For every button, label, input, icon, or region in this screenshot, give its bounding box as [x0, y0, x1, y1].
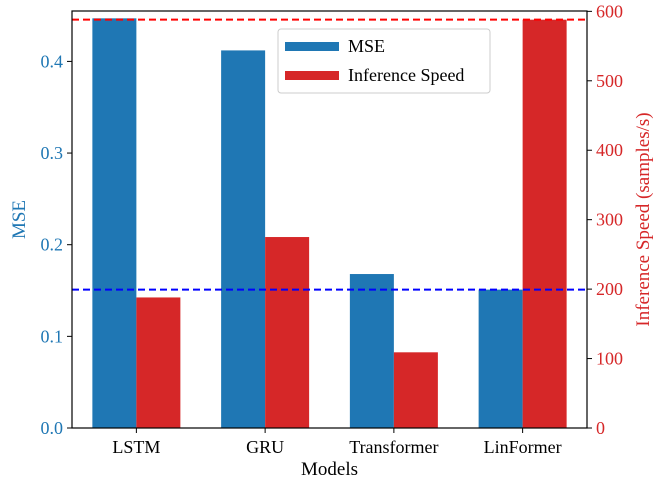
x-tick-label-linformer: LinFormer [484, 437, 562, 457]
speed-bar-gru [265, 237, 310, 428]
speed-bar-lstm [136, 297, 181, 428]
mse-bar-transformer [349, 274, 394, 428]
left-tick-label: 0.1 [41, 326, 64, 346]
legend-label: Inference Speed [348, 65, 464, 85]
right-tick-label: 300 [596, 210, 623, 230]
left-tick-label: 0.4 [41, 51, 64, 71]
left-tick-label: 0.2 [41, 235, 64, 255]
right-tick-label: 600 [596, 1, 623, 21]
right-tick-label: 200 [596, 279, 623, 299]
mse-bar-linformer [478, 289, 523, 428]
left-tick-label: 0.3 [41, 143, 64, 163]
left-axis-title: MSE [9, 200, 30, 239]
x-tick-label-transformer: Transformer [349, 437, 438, 457]
right-tick-label: 400 [596, 140, 623, 160]
x-axis-title: Models [301, 459, 358, 480]
legend-swatch [285, 71, 339, 80]
x-tick-label-lstm: LSTM [112, 437, 160, 457]
right-axis-title: Inference Speed (samples/s) [633, 112, 654, 326]
legend-label: MSE [348, 36, 385, 56]
x-tick-label-gru: GRU [246, 437, 284, 457]
speed-bar-linformer [522, 19, 567, 428]
right-tick-label: 500 [596, 71, 623, 91]
mse-bar-gru [221, 50, 266, 429]
plot-area: 0.0 0.1 0.2 0.3 0.4 0 100 200 300 400 500 600 LSTM GR… [9, 1, 654, 480]
right-tick-label: 0 [596, 418, 605, 438]
right-tick-label: 100 [596, 349, 623, 369]
speed-bar-transformer [393, 352, 438, 428]
left-tick-label: 0.0 [41, 418, 64, 438]
mse-bar-lstm [92, 18, 137, 428]
legend-swatch [285, 42, 339, 51]
